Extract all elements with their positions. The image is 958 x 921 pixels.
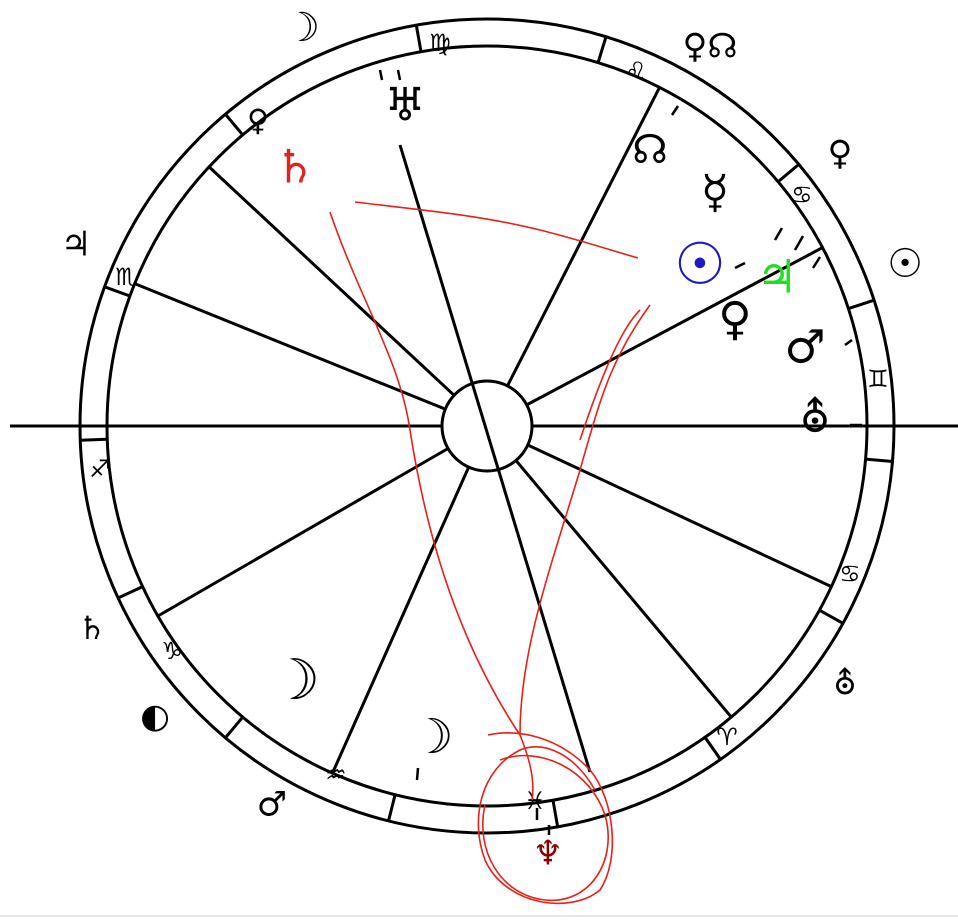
sign-glyph: ♊ xyxy=(867,365,889,393)
astrology-chart: ♍ ♌ ♋ ♊ ♋ ♈ ♓ ♒ ♑ ♐ ♏ ☽ ♀☊ ♀ ☉ ⛢ ♆ ♂ ◐ ♄… xyxy=(0,0,958,921)
sign-glyph: ♐ xyxy=(89,455,111,483)
planet-glyph: ♃ xyxy=(61,225,91,265)
planet-glyph: ☉ xyxy=(887,241,923,287)
sign-glyph: ♏ xyxy=(115,263,137,291)
sign-divider xyxy=(80,439,107,440)
sign-glyph: ♈ xyxy=(716,723,738,751)
planet-glyph: ◐ xyxy=(140,697,170,737)
sign-glyph: ♓ xyxy=(524,787,546,815)
background xyxy=(0,0,958,921)
planet-glyph: ☽ xyxy=(284,5,320,51)
planet-glyph: ♄ xyxy=(78,609,107,647)
planet-glyph: ♆ xyxy=(533,834,563,874)
sign-glyph: ♌ xyxy=(625,57,647,85)
planet-glyph: ☽ xyxy=(410,709,453,765)
planet-glyph: ♂ xyxy=(257,785,287,825)
planet-glyph: ⛢ xyxy=(800,393,831,442)
planet-glyph: ☽ xyxy=(270,648,320,713)
planet-glyph: ♂ xyxy=(784,320,825,374)
sign-glyph: ♍ xyxy=(429,29,451,57)
planet-glyph: ☉ xyxy=(674,230,726,298)
sign-glyph: ♋ xyxy=(791,181,813,209)
sign-glyph: ♒ xyxy=(325,761,347,789)
planet-glyph: ♀ xyxy=(247,104,269,139)
planet-glyph: ♅ xyxy=(384,78,425,132)
sign-glyph: ♋ xyxy=(839,560,861,588)
planet-glyph: ♀☊ xyxy=(682,27,737,67)
planet-glyph: ⛢ xyxy=(833,664,856,702)
planet-glyph: ♀ xyxy=(718,292,752,346)
planet-glyph: ♀ xyxy=(828,134,853,174)
planet-glyph: ☊ xyxy=(632,127,668,173)
planet-glyph: ♄ xyxy=(274,140,315,194)
sign-glyph: ♑ xyxy=(161,637,183,665)
planet-glyph: ☿ xyxy=(701,165,729,219)
planet-glyph: ♃ xyxy=(756,250,797,304)
